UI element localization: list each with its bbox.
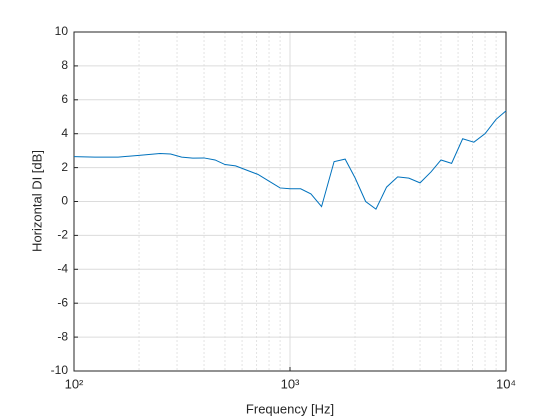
y-tick-label: 4 bbox=[61, 126, 68, 140]
x-axis-label: Frequency [Hz] bbox=[246, 401, 334, 416]
y-tick-label: 2 bbox=[61, 160, 68, 174]
data-line bbox=[73, 110, 507, 210]
y-tick-label: -8 bbox=[57, 329, 68, 343]
y-tick-label: -6 bbox=[57, 295, 68, 309]
y-tick-label: -10 bbox=[51, 363, 69, 377]
y-tick-label: -4 bbox=[57, 261, 68, 275]
y-tick-label: -2 bbox=[57, 228, 68, 242]
y-axis-label: Horizontal DI [dB] bbox=[29, 150, 44, 252]
x-tick-label: 10⁴ bbox=[496, 376, 516, 391]
x-tick-label: 10² bbox=[65, 376, 84, 391]
x-tick-label: 10³ bbox=[281, 376, 300, 391]
y-tick-label: 6 bbox=[61, 92, 68, 106]
plot-frame bbox=[73, 31, 507, 372]
y-tick-label: 8 bbox=[61, 58, 68, 72]
y-tick-label: 0 bbox=[61, 194, 68, 208]
y-tick-label: 10 bbox=[55, 24, 69, 38]
